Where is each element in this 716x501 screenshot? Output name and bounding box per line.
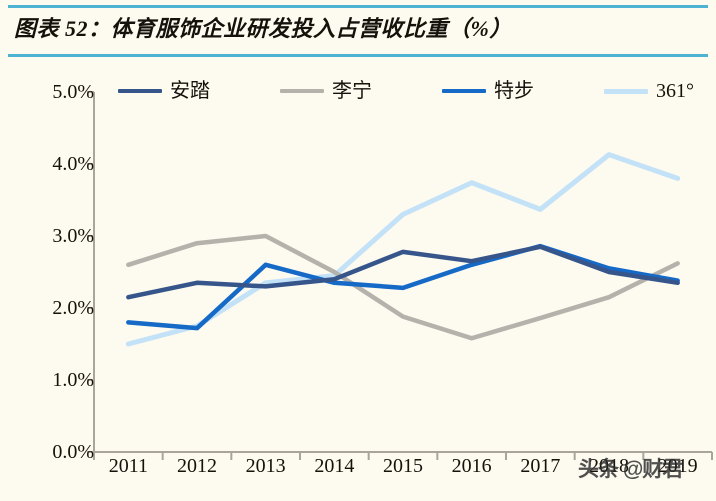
y-tick-0: 0.0% xyxy=(52,441,94,463)
legend-swatch-lining xyxy=(280,89,324,93)
x-tick-2018: 2018 xyxy=(589,455,629,477)
legend-item-anta[interactable]: 安踏 xyxy=(118,77,210,105)
x-tick-2017: 2017 xyxy=(520,455,561,477)
series-line-安踏 xyxy=(126,244,680,300)
legend-swatch-xtep xyxy=(442,89,486,93)
title-bottom-rule xyxy=(8,54,708,57)
series-line-特步 xyxy=(126,243,680,331)
series-line-李宁 xyxy=(126,233,680,341)
chart-title-block: 图表 52：体育服饰企业研发投入占营收比重（%） xyxy=(0,0,716,57)
y-tick-2: 2.0% xyxy=(52,297,94,319)
x-tick-2014: 2014 xyxy=(314,455,355,477)
x-tick-2012: 2012 xyxy=(177,455,217,477)
x-tick-2011: 2011 xyxy=(108,455,148,477)
legend-item-361[interactable]: 361° xyxy=(604,77,694,105)
x-tick-2019: 2019 xyxy=(657,455,698,477)
title-top-rule xyxy=(8,5,708,8)
y-tick-3: 3.0% xyxy=(52,225,94,247)
legend-swatch-anta xyxy=(118,89,162,93)
x-tick-2015: 2015 xyxy=(383,455,423,477)
y-tick-1: 1.0% xyxy=(52,369,94,391)
x-tick-2013: 2013 xyxy=(245,455,286,477)
chart-axes xyxy=(87,91,713,460)
chart-series-lines xyxy=(125,152,681,347)
page-title: 图表 52：体育服饰企业研发投入占营收比重（%） xyxy=(14,16,512,41)
legend-label-361: 361° xyxy=(656,80,694,102)
series-line-361° xyxy=(125,152,681,347)
watermark-text: 头条 @财君 xyxy=(578,458,683,481)
legend-label-lining: 李宁 xyxy=(332,80,372,102)
x-tick-2016: 2016 xyxy=(451,455,492,477)
y-tick-4: 4.0% xyxy=(52,153,94,175)
legend-swatch-361 xyxy=(604,88,648,94)
legend-label-xtep: 特步 xyxy=(494,80,534,102)
chart-svg xyxy=(87,91,713,460)
chart-legend: 安踏 李宁 特步 361° xyxy=(100,77,700,107)
y-tick-5: 5.0% xyxy=(52,81,94,103)
legend-label-anta: 安踏 xyxy=(170,80,210,102)
chart-plot-area: 安踏 李宁 特步 361° 0.0% 1.0% 2.0% 3.0% 4.0% 5.0% 2… xyxy=(0,57,716,501)
legend-item-xtep[interactable]: 特步 xyxy=(442,77,534,105)
legend-item-lining[interactable]: 李宁 xyxy=(280,77,372,105)
